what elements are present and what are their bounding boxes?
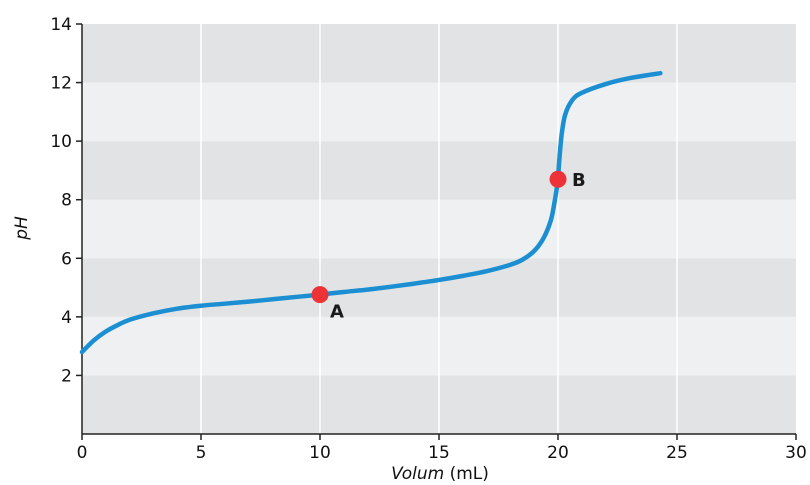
- x-tick-label-5: 5: [196, 443, 207, 463]
- x-axis-title: Volum (mL): [391, 464, 489, 484]
- x-tick-label-30: 30: [785, 443, 807, 463]
- x-tick-label-0: 0: [77, 443, 88, 463]
- y-tick-label-4: 4: [61, 308, 72, 328]
- y-tick-label-8: 8: [61, 191, 72, 211]
- point-label-B: B: [572, 170, 586, 191]
- x-tick-label-15: 15: [428, 443, 450, 463]
- x-axis-title-italic: Volum: [391, 464, 444, 484]
- y-tick-label-12: 12: [50, 74, 72, 94]
- x-tick-label-10: 10: [309, 443, 331, 463]
- x-tick-label-20: 20: [547, 443, 569, 463]
- marked-points: AB: [311, 170, 586, 323]
- point-B: [549, 170, 567, 188]
- y-tick-labels: 2 4 6 8 10 12 14: [50, 15, 82, 386]
- vertical-gridlines: [200, 24, 678, 434]
- y-tick-label-2: 2: [61, 366, 72, 386]
- y-tick-label-14: 14: [50, 15, 72, 35]
- x-axis-title-unit: (mL): [444, 464, 489, 484]
- y-tick-label-10: 10: [50, 132, 72, 152]
- x-tick-label-25: 25: [666, 443, 688, 463]
- point-A: [311, 286, 329, 304]
- y-axis-title: pH: [12, 216, 32, 241]
- titration-curve: [79, 70, 663, 355]
- point-label-A: A: [330, 302, 344, 323]
- y-tick-label-6: 6: [61, 249, 72, 269]
- x-tick-labels: 0 5 10 15 20 25 30: [77, 434, 807, 463]
